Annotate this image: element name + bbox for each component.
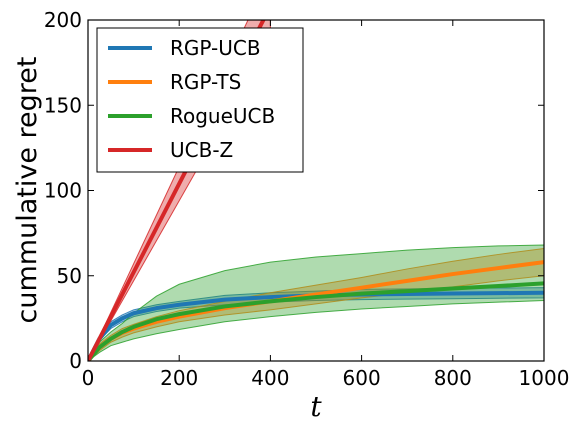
legend: RGP-UCB RGP-TS RogueUCB UCB-Z xyxy=(96,27,304,173)
x-tick-label-2: 400 xyxy=(251,366,289,390)
legend-label-4: UCB-Z xyxy=(170,138,233,162)
legend-label-1: RGP-UCB xyxy=(170,36,261,60)
x-tick-label-1: 200 xyxy=(160,366,198,390)
x-tick-label-0: 0 xyxy=(82,366,95,390)
y-tick-label-0: 0 xyxy=(69,349,82,373)
band-series-3 xyxy=(88,244,544,361)
y-tick-label-1: 50 xyxy=(57,264,82,288)
line-series-1 xyxy=(88,290,544,361)
y-tick-label-3: 150 xyxy=(44,93,82,117)
x-tick-label-3: 600 xyxy=(343,366,381,390)
axis-ticks: 0 200 400 600 800 1000 0 50 100 150 200 xyxy=(44,8,570,390)
x-tick-label-4: 800 xyxy=(434,366,472,390)
x-axis-label: t xyxy=(310,390,322,423)
x-tick-label-5: 1000 xyxy=(519,366,570,390)
y-tick-label-2: 100 xyxy=(44,179,82,203)
y-axis-label: cummulative regret xyxy=(12,57,43,324)
y-tick-label-4: 200 xyxy=(44,8,82,32)
line-series-3 xyxy=(88,281,544,361)
legend-label-2: RGP-TS xyxy=(170,70,241,94)
legend-label-3: RogueUCB xyxy=(170,104,275,128)
